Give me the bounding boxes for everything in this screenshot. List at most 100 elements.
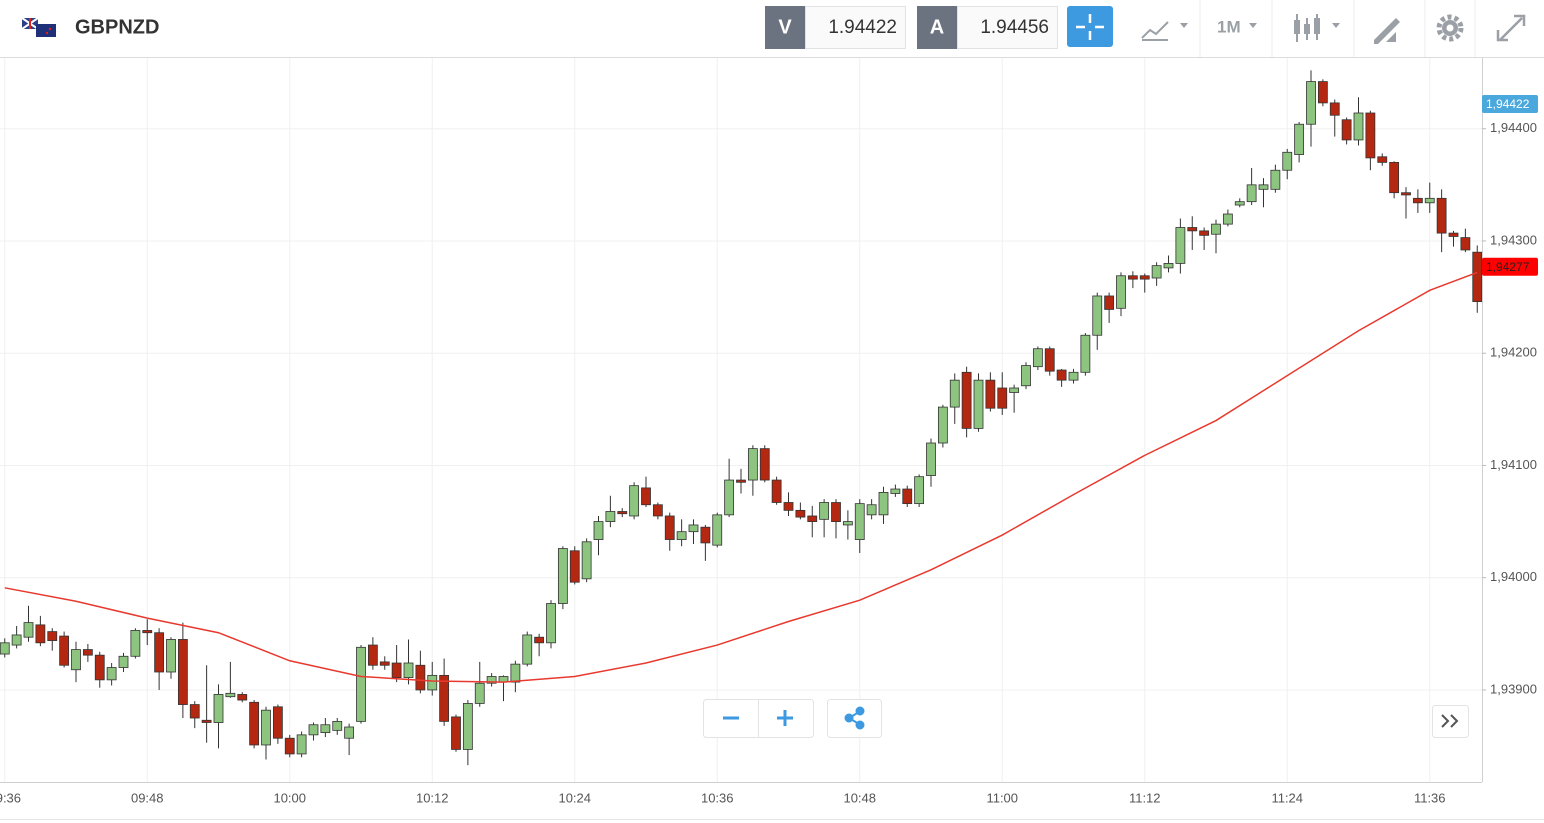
- candle-body: [1139, 275, 1150, 280]
- candle-body: [949, 379, 960, 408]
- candle-body: [1341, 119, 1352, 141]
- candle-body: [11, 634, 22, 646]
- candles-button[interactable]: [1294, 14, 1340, 42]
- candle-body: [724, 479, 735, 516]
- y-tick-label: 1,94100: [1490, 457, 1537, 472]
- candle-body: [1151, 265, 1162, 279]
- chart-type-button[interactable]: [1141, 21, 1188, 41]
- scroll-end-button[interactable]: [1441, 714, 1459, 728]
- candle-body: [1009, 387, 1020, 393]
- candle-body: [94, 654, 105, 681]
- candle-body: [379, 661, 390, 666]
- bid-badge[interactable]: [765, 6, 805, 49]
- candle-body: [664, 515, 675, 540]
- draw-button[interactable]: [1374, 18, 1400, 44]
- share-box: [827, 699, 882, 738]
- candle-body: [23, 622, 34, 638]
- y-tick-label: 1,94300: [1490, 232, 1537, 247]
- candle-body: [1068, 371, 1079, 381]
- zoom-in-button[interactable]: [777, 710, 793, 726]
- candle-body: [308, 724, 319, 736]
- candle-body: [367, 644, 378, 666]
- candle-body: [1353, 112, 1364, 141]
- candle-body: [130, 630, 141, 657]
- candle-body: [688, 524, 699, 533]
- candle-body: [557, 548, 568, 604]
- x-tick-label: 09:48: [131, 790, 164, 805]
- candle-body: [641, 487, 651, 506]
- x-tick-label: 10:00: [273, 790, 306, 805]
- x-tick-label: 09:36: [0, 790, 21, 805]
- candle-body: [462, 703, 473, 750]
- candle-body: [1222, 213, 1233, 225]
- symbol: GBPNZD: [75, 16, 159, 38]
- candle-body: [71, 649, 81, 671]
- candle-body: [427, 674, 438, 691]
- candle-body: [1294, 123, 1305, 155]
- candle-body: [142, 630, 153, 634]
- x-tick-label: 11:12: [1129, 790, 1161, 805]
- ask-label: A: [930, 16, 944, 38]
- candle-body: [284, 737, 295, 755]
- candle-body: [546, 603, 556, 644]
- candle-body: [1021, 365, 1031, 387]
- candle-body: [973, 379, 984, 429]
- candle-body: [237, 694, 248, 701]
- candle-body: [652, 504, 663, 517]
- candle-body: [451, 716, 461, 750]
- candle-body: [320, 724, 331, 734]
- candle-body: [272, 706, 283, 739]
- candle-body: [189, 704, 200, 719]
- y-tick-label: 1,93900: [1490, 681, 1537, 696]
- candle-body: [617, 511, 628, 515]
- y-tick-label: 1,94400: [1490, 120, 1537, 135]
- candle-body: [1246, 184, 1257, 203]
- candle-body: [154, 632, 165, 673]
- candle-body: [118, 655, 129, 668]
- candle-body: [439, 674, 450, 722]
- candle-body: [510, 663, 521, 683]
- price-label: 1,94422: [1486, 97, 1530, 111]
- candle-body: [1306, 81, 1316, 125]
- candle-body: [819, 502, 830, 520]
- candle-body: [415, 664, 426, 691]
- candle-body: [807, 515, 818, 522]
- candle-body: [344, 726, 355, 739]
- crosshair-button[interactable]: [1067, 6, 1113, 47]
- candle-body: [985, 379, 996, 409]
- candle-body: [1163, 263, 1174, 269]
- fullscreen-button[interactable]: [1496, 14, 1526, 42]
- candle-body: [59, 635, 70, 666]
- candle-body: [201, 719, 212, 723]
- candle-body: [486, 676, 497, 684]
- candle-body: [1056, 369, 1067, 381]
- share-button[interactable]: [844, 706, 865, 730]
- candle-body: [1365, 112, 1376, 159]
- candle-body: [569, 550, 580, 583]
- candle-body: [1116, 275, 1126, 309]
- candle-body: [261, 709, 271, 746]
- x-tick-label: 10:48: [843, 790, 876, 805]
- candle-body: [1199, 230, 1210, 236]
- candle-body: [1092, 295, 1103, 336]
- plot: [0, 70, 1482, 766]
- candle-body: [771, 479, 782, 503]
- candle-body: [926, 442, 936, 476]
- candle-body: [474, 682, 485, 704]
- candle-body: [1424, 197, 1435, 204]
- candle-body: [902, 488, 913, 505]
- price-label: 1,94277: [1486, 260, 1530, 274]
- candle-body: [1104, 295, 1115, 310]
- candle-body: [878, 491, 889, 516]
- candle-body: [1044, 348, 1055, 372]
- settings-button[interactable]: [1436, 14, 1464, 42]
- price-badge: [1482, 95, 1538, 114]
- candle-body: [249, 701, 260, 746]
- ask-box: [957, 6, 1058, 49]
- x-tick-label: 10:12: [416, 790, 449, 805]
- timeframe-arrow: [1249, 23, 1257, 28]
- candle-body: [914, 476, 925, 505]
- ask-badge[interactable]: [917, 6, 957, 49]
- candle-body: [1377, 156, 1388, 163]
- timeframe[interactable]: 1M: [1217, 17, 1241, 36]
